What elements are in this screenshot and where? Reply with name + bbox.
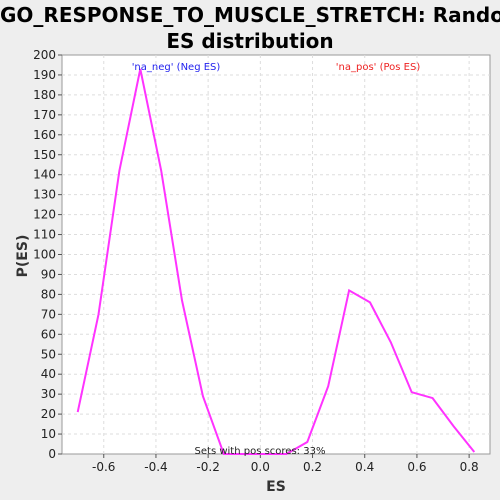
y-tick-label: 20 xyxy=(41,407,56,421)
x-tick-label: 0.4 xyxy=(355,460,374,474)
x-tick-label: 0.2 xyxy=(303,460,322,474)
x-tick-label: 0.0 xyxy=(251,460,270,474)
plot-area xyxy=(61,54,491,455)
y-tick-label: 140 xyxy=(33,168,56,182)
x-tick-label: -0.6 xyxy=(92,460,115,474)
y-tick-label: 170 xyxy=(33,108,56,122)
x-axis-label: ES xyxy=(266,479,286,495)
x-tick-label: -0.2 xyxy=(196,460,219,474)
es-distribution-line xyxy=(76,68,476,455)
annotation-pos-es: 'na_pos' (Pos ES) xyxy=(336,62,421,73)
y-tick-label: 200 xyxy=(33,48,56,62)
y-tick-label: 90 xyxy=(41,267,56,281)
y-tick-label: 70 xyxy=(41,307,56,321)
x-axis-ticks: -0.6 -0.4 -0.2 0.0 0.2 0.4 0.6 0.8 xyxy=(92,454,479,474)
y-tick-label: 40 xyxy=(41,367,56,381)
y-tick-label: 180 xyxy=(33,88,56,102)
x-tick-label: 0.8 xyxy=(460,460,479,474)
y-axis-label: P(ES) xyxy=(15,235,31,278)
x-tick-label: -0.4 xyxy=(144,460,167,474)
x-tick-label: 0.6 xyxy=(407,460,426,474)
y-tick-label: 0 xyxy=(48,447,56,461)
y-tick-label: 50 xyxy=(41,347,56,361)
y-tick-label: 150 xyxy=(33,148,56,162)
annotation-pos-scores: Sets with pos scores: 33% xyxy=(195,446,326,457)
grid-lines xyxy=(62,55,490,454)
y-tick-label: 120 xyxy=(33,208,56,222)
y-tick-label: 190 xyxy=(33,68,56,82)
chart-title: GO_RESPONSE_TO_MUSCLE_STRETCH: Random ES… xyxy=(0,2,500,54)
y-tick-label: 30 xyxy=(41,387,56,401)
y-tick-label: 10 xyxy=(41,427,56,441)
y-axis-ticks: 0 10 20 30 40 50 60 70 80 90 100 110 120 130 140 150 160… xyxy=(33,48,62,461)
chart-title-line2: ES distribution xyxy=(166,29,334,53)
y-tick-label: 60 xyxy=(41,327,56,341)
y-tick-label: 130 xyxy=(33,188,56,202)
chart-title-line1: GO_RESPONSE_TO_MUSCLE_STRETCH: Random xyxy=(0,3,500,27)
y-tick-label: 100 xyxy=(33,248,56,262)
y-tick-label: 80 xyxy=(41,287,56,301)
annotation-neg-es: 'na_neg' (Neg ES) xyxy=(132,62,221,73)
y-tick-label: 160 xyxy=(33,128,56,142)
y-tick-label: 110 xyxy=(33,228,56,242)
